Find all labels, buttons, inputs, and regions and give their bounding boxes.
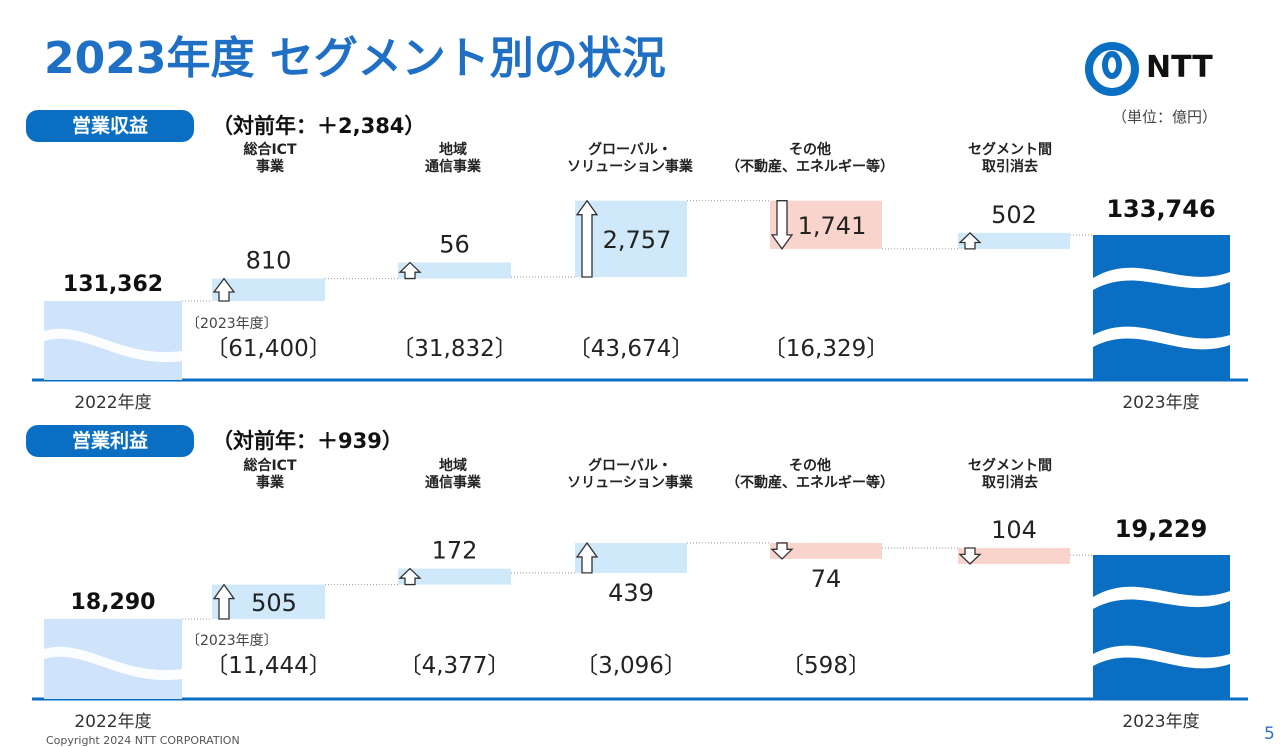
step-value-label: 810 xyxy=(246,247,292,275)
up-arrow-icon xyxy=(958,231,982,250)
step-value-label: 74 xyxy=(811,565,842,593)
end-bar-wave xyxy=(1093,586,1230,609)
start-category-label: 2022年度 xyxy=(74,393,151,413)
segment-label: その他 （不動産、エネルギー等） xyxy=(726,458,894,491)
start-value-label: 18,290 xyxy=(71,590,156,615)
start-value-label: 131,362 xyxy=(63,272,163,297)
page-title: 2023年度 セグメント別の状況 xyxy=(44,33,666,84)
step-value-label: 104 xyxy=(991,516,1037,544)
segment-total-label: 〔3,096〕 xyxy=(575,653,687,679)
step-bar xyxy=(398,568,511,585)
up-arrow-icon xyxy=(212,583,236,620)
step-bar xyxy=(958,232,1070,249)
segment-label: セグメント間 取引消去 xyxy=(968,142,1052,175)
segment-label: 地域 通信事業 xyxy=(425,142,481,175)
segment-label: 総合ICT 事業 xyxy=(243,458,297,491)
up-arrow-icon xyxy=(575,199,599,278)
segment-label: グローバル・ ソリューション事業 xyxy=(567,458,693,491)
step-value-label: 56 xyxy=(439,231,470,259)
step-value-label: 1,741 xyxy=(798,212,867,240)
revenue-waterfall-chart: 131,362 2022年度 810 〔61,400〕 〔2023年度〕 56 〔31,83… xyxy=(32,195,1248,413)
start-category-label: 2022年度 xyxy=(74,712,151,732)
profit-waterfall-chart: 18,290 2022年度 505 〔11,444〕 〔2023年度〕 172 〔4,377… xyxy=(32,515,1248,732)
step-bar xyxy=(770,200,882,249)
profit-yoy: （対前年：＋939） xyxy=(212,429,403,453)
down-arrow-icon xyxy=(770,542,794,560)
segment-label: グローバル・ ソリューション事業 xyxy=(567,142,693,175)
revenue-badge: 営業収益 xyxy=(26,110,194,142)
step-value-label: 2,757 xyxy=(603,226,672,254)
segment-total-label: 〔16,329〕 xyxy=(763,336,889,362)
unit-label: （単位：億円） xyxy=(1112,108,1218,126)
profit-badge: 営業利益 xyxy=(26,425,194,457)
segment-label: 総合ICT 事業 xyxy=(243,142,297,175)
end-bar-wave xyxy=(1093,267,1230,290)
page-number: 5 xyxy=(1264,724,1275,744)
end-category-label: 2023年度 xyxy=(1122,712,1199,732)
segment-label: 地域 通信事業 xyxy=(425,458,481,491)
copyright: Copyright 2024 NTT CORPORATION xyxy=(46,734,240,747)
end-bar-wave xyxy=(1093,326,1230,350)
end-category-label: 2023年度 xyxy=(1122,393,1199,413)
step-value-label: 439 xyxy=(608,579,654,607)
down-arrow-icon xyxy=(770,200,794,251)
logo-text: NTT xyxy=(1146,50,1213,85)
step-bar xyxy=(958,547,1070,564)
ntt-logo-icon xyxy=(1085,42,1139,96)
segment-total-label: 〔11,444〕 xyxy=(205,653,331,679)
segment-note-label: 〔2023年度〕 xyxy=(186,316,278,332)
end-bar-wave xyxy=(1093,645,1230,669)
step-bar xyxy=(212,584,325,619)
step-value-label: 505 xyxy=(251,589,297,617)
segment-total-label: 〔598〕 xyxy=(781,653,871,679)
step-bar xyxy=(398,262,511,279)
up-arrow-icon xyxy=(398,261,422,280)
end-value-label: 133,746 xyxy=(1106,195,1215,223)
revenue-yoy: （対前年：＋2,384） xyxy=(212,114,426,138)
step-bar xyxy=(212,278,325,301)
down-arrow-icon xyxy=(958,547,982,565)
segment-note-label: 〔2023年度〕 xyxy=(186,633,278,649)
segment-total-label: 〔31,832〕 xyxy=(391,336,517,362)
step-value-label: 172 xyxy=(432,537,478,565)
up-arrow-icon xyxy=(398,567,422,586)
up-arrow-icon xyxy=(212,277,236,302)
end-bar xyxy=(1093,235,1230,380)
segment-label: その他 （不動産、エネルギー等） xyxy=(726,142,894,175)
segment-total-label: 〔61,400〕 xyxy=(205,336,331,362)
segment-total-label: 〔43,674〕 xyxy=(568,336,694,362)
up-arrow-icon xyxy=(575,541,599,574)
start-bar-wave-fill xyxy=(44,656,182,699)
segment-total-label: 〔4,377〕 xyxy=(399,653,511,679)
step-bar xyxy=(575,542,687,573)
end-bar xyxy=(1093,555,1230,699)
start-bar-wave-fill xyxy=(44,338,182,380)
end-value-label: 19,229 xyxy=(1115,515,1208,543)
step-bar xyxy=(770,542,882,559)
segment-label: セグメント間 取引消去 xyxy=(968,458,1052,491)
step-value-label: 502 xyxy=(991,201,1037,229)
